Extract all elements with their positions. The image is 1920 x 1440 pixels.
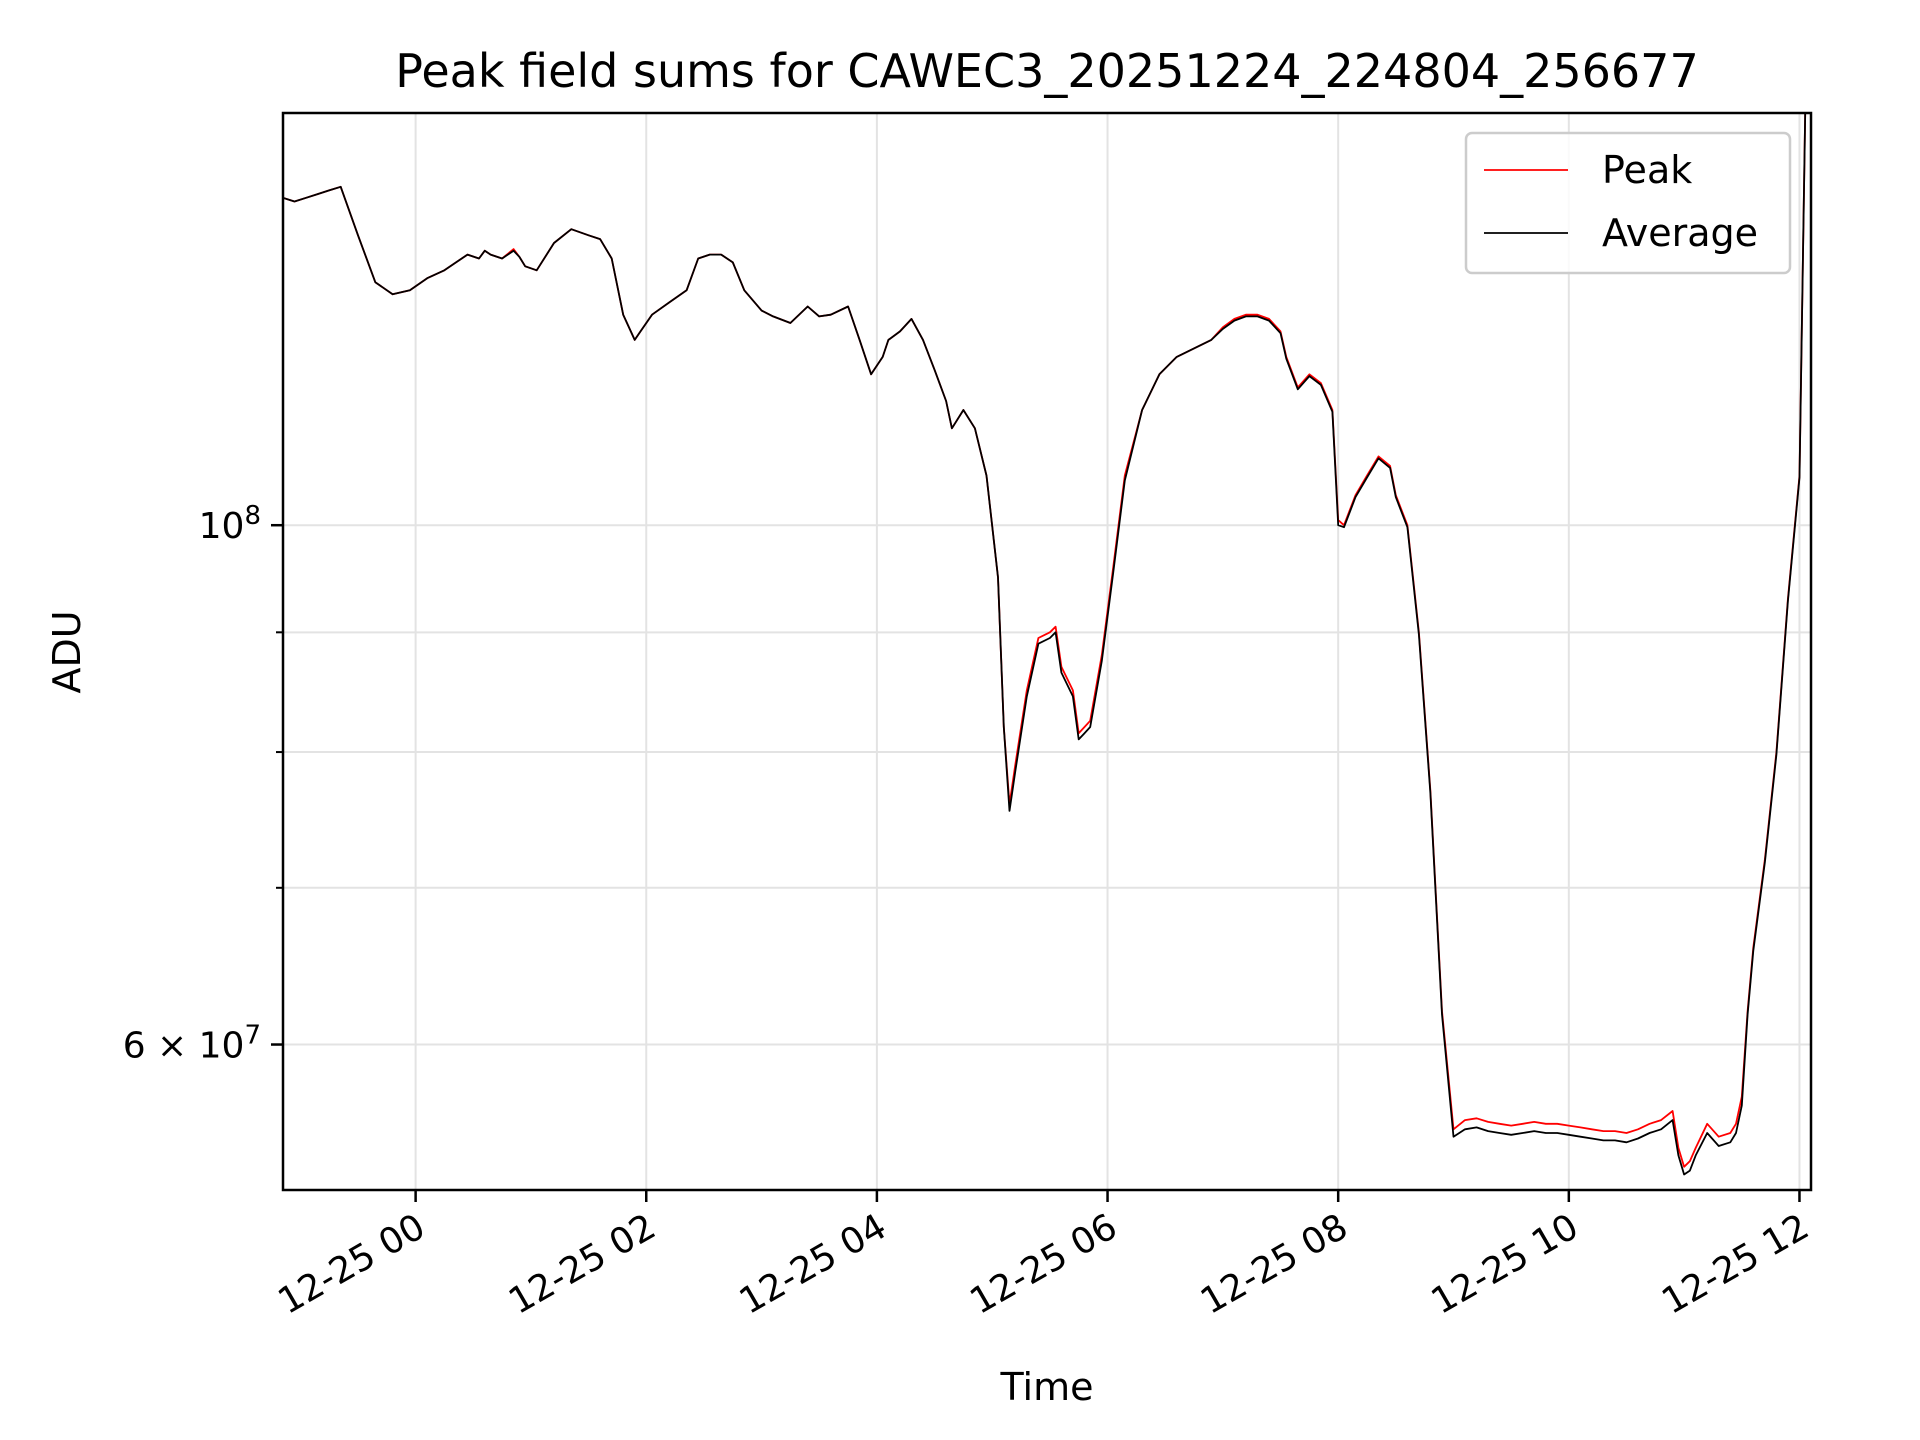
x-axis-label: Time [1000, 1365, 1094, 1409]
axes-frame [281, 111, 1813, 1192]
plot-area [283, 113, 1811, 1176]
legend-frame [1464, 131, 1792, 275]
y-axis-label: ADU [45, 610, 89, 693]
legend: Peak Average [1464, 131, 1792, 275]
series-line-average [283, 113, 1811, 1176]
chart-title: Peak field sums for CAWEC3_20251224_2248… [395, 44, 1698, 98]
grid [283, 113, 1811, 1190]
legend-peak-label: Peak [1602, 148, 1692, 192]
y-tick-label: 108 [199, 501, 261, 547]
y-tick-label: 6 × 107 [123, 1021, 261, 1067]
legend-average-label: Average [1602, 211, 1758, 255]
